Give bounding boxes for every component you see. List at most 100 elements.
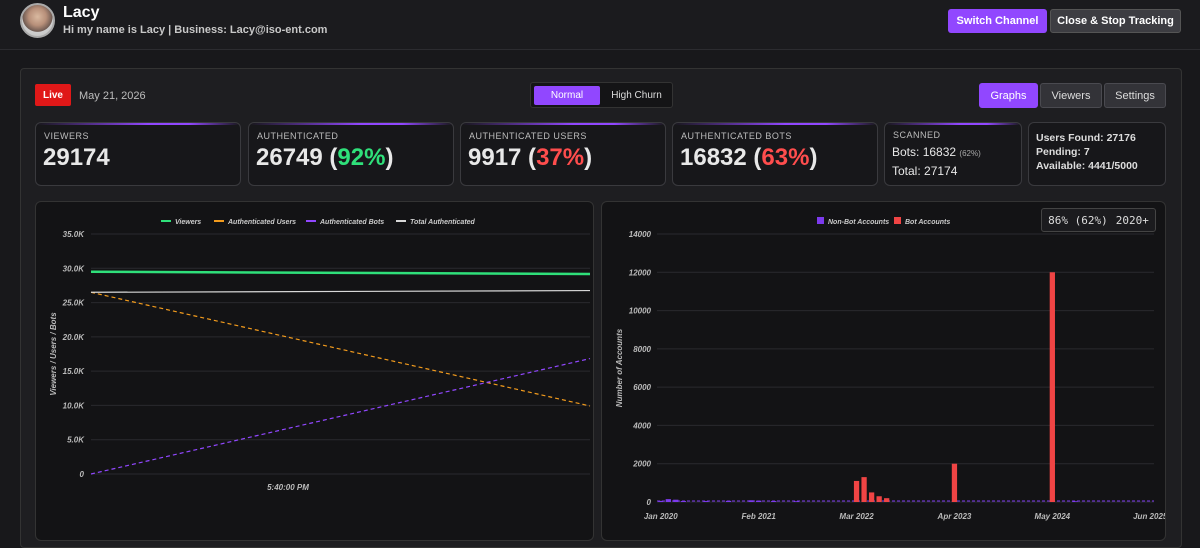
- authenticated-value: 26749: [256, 144, 323, 171]
- authenticated-value-row: 26749 (92%): [256, 144, 394, 171]
- close-stop-tracking-button[interactable]: Close & Stop Tracking: [1050, 9, 1181, 33]
- scanned-total-value: 27174: [924, 164, 958, 178]
- bar-chart-bot-bar: [853, 480, 860, 502]
- account-age-bar-chart: 0 2000 4000 6000 8000 10000 12000 14000 Jan 2020…: [601, 201, 1166, 541]
- bar-chart-y-tick: 0: [647, 498, 652, 507]
- bar-chart-bot-bar: [951, 463, 958, 502]
- scan-status-card: Users Found: 27176 Pending: 7 Available:…: [1028, 122, 1166, 186]
- scanned-bots-percent: (62%): [959, 149, 981, 158]
- bar-chart-bot-bar: [868, 492, 875, 502]
- bar-chart-nonbot-bar: [756, 500, 762, 502]
- viewers-label: VIEWERS: [44, 131, 90, 141]
- scanned-total-label: Total:: [892, 164, 921, 178]
- authenticated-bots-value-row: 16832 (63%): [680, 144, 818, 171]
- bar-chart-bot-bar: [884, 498, 890, 502]
- bar-chart-x-tick: Mar 2022: [839, 512, 874, 521]
- channel-bio: Hi my name is Lacy | Business: Lacy@iso-…: [63, 24, 328, 36]
- scanned-total-row: Total: 27174: [892, 164, 957, 178]
- authenticated-percent: 92%: [337, 144, 386, 171]
- bar-chart-legend-item: Non-Bot Accounts: [828, 219, 889, 226]
- bar-chart-nonbot-bar: [748, 500, 754, 502]
- pending-count: Pending: 7: [1036, 146, 1090, 158]
- live-badge: Live: [35, 84, 71, 106]
- line-chart-svg: 0 5.0K 10.0K 15.0K 20.0K 25.0K 30.0K 35.0K 5:40:…: [49, 219, 591, 492]
- bar-chart-nonbot-bar: [793, 501, 799, 502]
- scanned-card: SCANNED Bots: 16832 (62%) Total: 27174: [884, 122, 1022, 186]
- bar-chart-y-axis-label: Number of Accounts: [615, 328, 624, 407]
- bar-chart-y-tick: 12000: [629, 268, 652, 277]
- bar-chart-nonbot-bar: [658, 500, 664, 502]
- tab-settings[interactable]: Settings: [1104, 83, 1166, 108]
- line-chart-y-axis-label: Viewers / Users / Bots: [49, 312, 58, 396]
- line-chart-legend-item: Authenticated Users: [227, 219, 296, 226]
- bar-chart-bot-bar: [1049, 272, 1055, 502]
- bot-percentage-badge: 86% (62%) 2020+: [1041, 208, 1156, 232]
- line-chart-y-tick: 15.0K: [63, 367, 86, 376]
- line-chart-y-tick: 10.0K: [63, 401, 86, 410]
- line-chart-y-tick: 5.0K: [67, 436, 85, 445]
- authenticated-users-percent: 37%: [536, 144, 585, 171]
- bar-chart-y-tick: 6000: [633, 383, 651, 392]
- viewers-card: VIEWERS 29174: [35, 122, 241, 186]
- scanned-bots-row: Bots: 16832 (62%): [892, 145, 981, 159]
- bar-chart-legend-swatch: [817, 217, 824, 224]
- bar-chart-y-tick: 4000: [632, 421, 651, 430]
- bar-chart-x-tick: Feb 2021: [742, 512, 777, 521]
- authenticated-users-value-row: 9917 (37%): [468, 144, 593, 171]
- authenticated-users-value: 9917: [468, 144, 522, 171]
- authenticated-bots-card: AUTHENTICATED BOTS 16832 (63%): [672, 122, 878, 186]
- line-chart-legend-item: Total Authenticated: [410, 219, 476, 226]
- bar-chart-nonbot-bar: [665, 499, 671, 502]
- line-chart-x-tick: 5:40:00 PM: [267, 483, 309, 492]
- channel-name: Lacy: [63, 4, 100, 21]
- bar-chart-x-tick: Apr 2023: [937, 512, 972, 521]
- line-chart-y-tick: 30.0K: [63, 264, 86, 273]
- authenticated-bots-value: 16832: [680, 144, 747, 171]
- line-chart-y-tick: 35.0K: [63, 230, 86, 239]
- line-chart-series-authenticated-users: [90, 291, 591, 407]
- authenticated-users-card: AUTHENTICATED USERS 9917 (37%): [460, 122, 666, 186]
- bar-chart-svg: 0 2000 4000 6000 8000 10000 12000 14000 Jan 2020…: [615, 217, 1166, 521]
- bar-chart-x-tick: Jan 2020: [644, 512, 678, 521]
- bar-chart-y-tick: 8000: [633, 345, 651, 354]
- authenticated-users-label: AUTHENTICATED USERS: [469, 131, 587, 141]
- bar-chart-nonbot-bar: [703, 501, 709, 502]
- top-bar: Lacy Hi my name is Lacy | Business: Lacy…: [0, 0, 1200, 50]
- line-chart-series-authenticated-bots: [90, 357, 591, 475]
- bar-chart-y-tick: 10000: [629, 307, 652, 316]
- line-chart-y-tick: 20.0K: [62, 333, 86, 342]
- line-chart-y-tick: 25.0K: [62, 299, 86, 308]
- authenticated-bots-percent: 63%: [761, 144, 810, 171]
- viewers-value: 29174: [43, 144, 110, 171]
- authenticated-bots-label: AUTHENTICATED BOTS: [681, 131, 792, 141]
- scanned-label: SCANNED: [893, 130, 941, 140]
- scanned-bots-value: 16832: [922, 145, 957, 159]
- bar-chart-y-tick: 14000: [629, 230, 652, 239]
- switch-channel-button[interactable]: Switch Channel: [948, 9, 1047, 33]
- line-chart-series-total-authenticated: [90, 289, 591, 293]
- bar-chart-nonbot-bar: [680, 501, 686, 502]
- bar-chart-x-tick: Jun 2025: [1133, 512, 1166, 521]
- bar-chart-nonbot-bar: [1072, 501, 1078, 502]
- mode-toggle: Normal High Churn: [530, 82, 673, 108]
- mode-normal-option[interactable]: Normal: [534, 86, 600, 105]
- scanned-bots-label: Bots:: [892, 145, 920, 159]
- bot-percentage-suffix: 2020+: [1115, 213, 1149, 227]
- available-count: Available: 4441/5000: [1036, 160, 1138, 172]
- bar-chart-bot-bar: [876, 496, 882, 502]
- authenticated-label: AUTHENTICATED: [257, 131, 339, 141]
- bar-chart-x-tick: May 2024: [1035, 512, 1071, 521]
- mode-high-churn-option[interactable]: High Churn: [611, 90, 662, 101]
- bar-chart-nonbot-bar: [725, 500, 732, 502]
- bot-percentage-value: 86% (62%): [1048, 213, 1108, 227]
- line-chart-series-viewers: [90, 270, 591, 276]
- bar-chart-legend-swatch: [894, 217, 901, 224]
- tab-viewers[interactable]: Viewers: [1040, 83, 1102, 108]
- line-chart-legend-item: Authenticated Bots: [319, 219, 384, 226]
- line-chart-y-tick: 0: [80, 470, 85, 479]
- bar-chart-bot-bar: [861, 477, 867, 502]
- tab-graphs[interactable]: Graphs: [979, 83, 1038, 108]
- bar-chart-y-tick: 2000: [632, 460, 651, 469]
- bar-chart-nonbot-bar: [673, 499, 679, 502]
- avatar[interactable]: [20, 3, 55, 38]
